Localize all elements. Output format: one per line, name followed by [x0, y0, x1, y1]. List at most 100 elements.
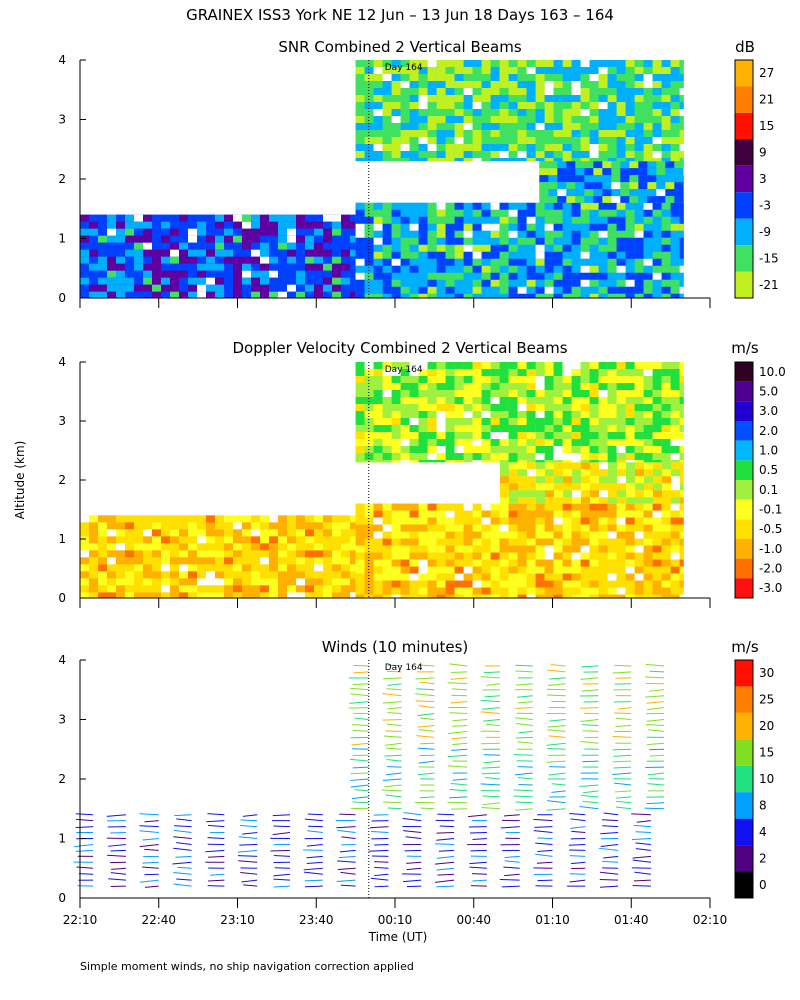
field-cell — [134, 536, 143, 544]
field-cell — [445, 510, 455, 518]
field-cell — [643, 95, 653, 102]
field-cell — [580, 202, 590, 210]
field-cell — [278, 543, 287, 551]
field-cell — [490, 102, 500, 109]
field-cell — [661, 531, 671, 539]
field-cell — [571, 503, 581, 511]
field-cell — [251, 228, 260, 236]
field-cell — [242, 256, 251, 264]
field-cell — [589, 286, 599, 294]
field-cell — [481, 286, 491, 294]
field-cell — [662, 476, 671, 484]
field-cell — [589, 88, 599, 95]
field-cell — [526, 566, 536, 574]
field-cell — [643, 411, 653, 418]
field-cell — [314, 249, 323, 257]
field-cell — [161, 242, 170, 250]
field-cell — [526, 265, 536, 273]
field-cell — [598, 432, 608, 439]
field-cell — [634, 404, 644, 411]
field-cell — [602, 161, 612, 169]
field-cell — [611, 196, 621, 203]
field-cell — [526, 362, 536, 369]
field-cell — [643, 81, 653, 88]
field-cell — [445, 279, 455, 287]
field-cell — [391, 362, 401, 369]
field-cell — [652, 137, 662, 144]
field-cell — [535, 158, 545, 162]
field-cell — [436, 223, 446, 231]
wind-barb — [517, 776, 533, 780]
field-cell — [373, 594, 383, 598]
wind-barb — [635, 848, 651, 851]
field-cell — [652, 230, 662, 238]
field-cell — [481, 216, 491, 224]
field-cell — [233, 522, 242, 530]
field-cell — [463, 594, 473, 598]
wind-barb — [174, 814, 192, 817]
field-cell — [179, 515, 188, 523]
field-cell — [653, 483, 662, 491]
wind-barb — [273, 855, 291, 857]
field-cell — [616, 460, 626, 463]
field-cell — [382, 81, 392, 88]
field-cell — [251, 291, 260, 298]
field-cell — [278, 249, 287, 257]
field-cell — [499, 383, 509, 390]
field-cell — [652, 244, 662, 252]
field-cell — [670, 244, 680, 252]
field-cell — [206, 592, 215, 598]
field-cell — [472, 286, 482, 294]
field-cell — [445, 376, 455, 383]
field-cell — [481, 369, 491, 376]
field-cell — [332, 522, 341, 530]
field-cell — [355, 81, 365, 88]
field-cell — [179, 585, 188, 593]
wind-barb — [472, 879, 487, 882]
field-cell — [598, 453, 608, 460]
field-cell — [80, 585, 89, 593]
field-cell — [562, 531, 572, 539]
field-cell — [593, 189, 603, 197]
field-cell — [427, 446, 437, 453]
field-cell — [436, 383, 446, 390]
field-cell — [427, 383, 437, 390]
field-cell — [508, 223, 518, 231]
field-cell — [566, 182, 576, 190]
field-cell — [355, 272, 365, 280]
colorbar-label: -9 — [759, 225, 771, 239]
field-cell — [305, 270, 314, 278]
field-cell — [134, 543, 143, 551]
field-cell — [463, 376, 473, 383]
field-cell — [463, 580, 473, 588]
wind-barb — [548, 772, 566, 776]
field-cell — [107, 228, 116, 236]
wind-barb — [616, 796, 632, 799]
field-cell — [206, 270, 215, 278]
field-cell — [98, 235, 107, 243]
field-cell — [620, 189, 630, 197]
field-cell — [287, 543, 296, 551]
field-cell — [625, 158, 635, 162]
field-cell — [233, 592, 242, 598]
field-cell — [634, 74, 644, 81]
field-cell — [661, 517, 671, 525]
wind-barb — [434, 879, 455, 883]
field-cell — [571, 552, 581, 560]
field-cell — [436, 517, 446, 525]
field-cell — [260, 578, 269, 586]
field-cell — [508, 510, 518, 518]
wind-barb — [348, 707, 369, 709]
field-cell — [616, 151, 626, 158]
field-cell — [490, 573, 500, 581]
field-cell — [454, 95, 464, 102]
field-cell — [364, 244, 374, 252]
field-cell — [499, 594, 509, 598]
field-cell — [571, 151, 581, 158]
field-cell — [107, 592, 116, 598]
wind-barb — [647, 729, 665, 732]
field-cell — [463, 404, 473, 411]
field-cell — [625, 230, 635, 238]
